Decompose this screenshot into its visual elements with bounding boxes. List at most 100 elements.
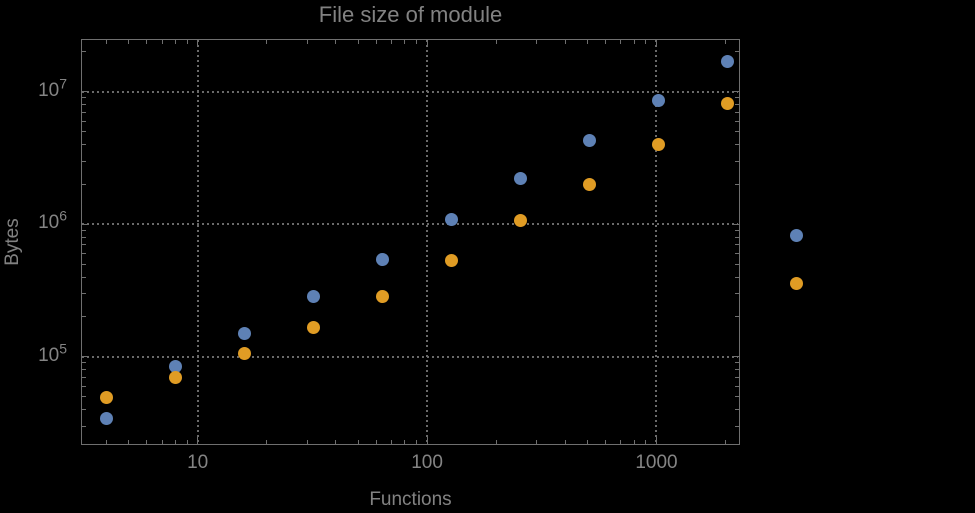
data-point-blue	[514, 171, 528, 185]
y-gridline	[82, 223, 738, 226]
x-gridline	[655, 40, 658, 443]
y-axis-tick	[735, 131, 739, 133]
x-axis-tick	[620, 440, 622, 444]
x-axis-tick	[416, 40, 418, 44]
y-gridline	[82, 355, 738, 358]
x-axis-tick	[725, 40, 726, 44]
x-tick-label: 1000	[635, 452, 678, 473]
y-axis-tick	[735, 111, 739, 113]
y-axis-tick	[732, 356, 739, 358]
x-axis-tick	[391, 440, 393, 444]
y-axis-tick	[735, 51, 739, 53]
plot-frame	[81, 39, 740, 445]
x-axis-tick	[306, 440, 308, 444]
data-point-orange	[721, 96, 735, 110]
x-axis-tick	[495, 40, 497, 44]
x-axis-tick	[645, 40, 647, 44]
x-axis-tick	[633, 40, 635, 44]
x-axis-tick	[655, 437, 657, 444]
x-axis-tick	[536, 440, 537, 444]
data-point-orange	[514, 213, 528, 227]
x-gridline	[426, 40, 429, 443]
y-axis-tick	[735, 244, 739, 246]
y-axis-tick	[82, 160, 86, 162]
x-axis-tick	[633, 440, 635, 444]
data-point-blue	[376, 252, 390, 266]
y-tick-label: 106	[38, 207, 67, 234]
x-axis-tick	[416, 440, 418, 444]
x-axis-tick	[306, 40, 308, 44]
y-tick-label: 107	[38, 75, 67, 101]
x-axis-tick	[128, 40, 130, 44]
x-axis-tick	[197, 437, 199, 444]
data-point-orange	[168, 370, 182, 384]
x-gridline	[196, 40, 199, 443]
y-axis-tick	[82, 111, 86, 113]
x-axis-tick	[186, 40, 188, 44]
y-axis-tick	[732, 223, 739, 225]
y-axis-tick	[735, 369, 739, 371]
x-axis-tick	[335, 40, 337, 44]
data-point-blue	[307, 289, 321, 303]
x-axis-tick	[161, 440, 163, 444]
x-axis-tick	[266, 440, 268, 444]
data-point-orange	[237, 346, 251, 360]
y-axis-tick	[735, 143, 739, 145]
y-axis-tick	[82, 369, 86, 371]
data-point-blue	[237, 326, 251, 340]
y-axis-tick	[82, 356, 89, 358]
x-axis-tick	[266, 40, 268, 44]
y-axis-tick	[735, 316, 739, 318]
y-axis-tick	[735, 104, 739, 106]
x-axis-tick	[586, 40, 588, 44]
x-axis-tick	[404, 440, 406, 444]
y-axis-tick	[735, 183, 739, 185]
x-tick-label: 10	[187, 452, 209, 473]
data-point-orange	[652, 137, 666, 151]
y-axis-tick	[82, 244, 86, 246]
y-axis-tick	[82, 425, 86, 427]
x-axis-tick	[186, 440, 188, 444]
data-point-blue	[721, 54, 735, 68]
x-axis-tick	[564, 40, 566, 44]
y-axis-tick	[735, 160, 739, 162]
x-axis-tick	[404, 40, 406, 44]
y-axis-tick	[735, 229, 739, 231]
x-axis-tick	[375, 40, 377, 44]
y-axis-tick	[735, 236, 739, 238]
y-axis-tick	[735, 253, 739, 255]
data-point-blue	[790, 228, 804, 242]
y-axis-tick	[82, 263, 86, 265]
y-axis-tick	[82, 409, 86, 411]
data-point-blue	[583, 133, 597, 147]
x-tick-label: 100	[411, 452, 443, 473]
y-axis-tick	[82, 223, 89, 225]
x-axis-tick	[536, 40, 537, 44]
y-axis-tick	[82, 51, 86, 53]
y-axis-tick	[735, 362, 739, 364]
x-axis-tick	[146, 40, 148, 44]
data-point-blue	[99, 412, 113, 426]
x-axis-tick	[495, 440, 497, 444]
x-axis-tick	[161, 40, 163, 44]
y-axis-tick	[82, 253, 86, 255]
data-point-orange	[583, 177, 597, 191]
x-axis-tick	[146, 440, 148, 444]
y-axis-tick	[735, 385, 739, 387]
chart-title: File size of module	[318, 2, 503, 27]
y-axis-tick	[82, 143, 86, 145]
data-point-orange	[307, 320, 321, 334]
x-axis-tick	[197, 40, 199, 47]
x-axis-tick	[605, 40, 607, 44]
x-axis-tick	[564, 440, 566, 444]
x-axis-tick	[128, 440, 130, 444]
y-axis-tick	[735, 97, 739, 99]
y-tick-label: 105	[38, 340, 67, 366]
data-point-orange	[790, 276, 804, 290]
y-axis-tick	[82, 396, 86, 398]
data-point-orange	[376, 289, 390, 303]
x-axis-tick	[620, 40, 622, 44]
y-axis-tick	[82, 120, 86, 122]
y-axis-tick	[82, 293, 86, 295]
